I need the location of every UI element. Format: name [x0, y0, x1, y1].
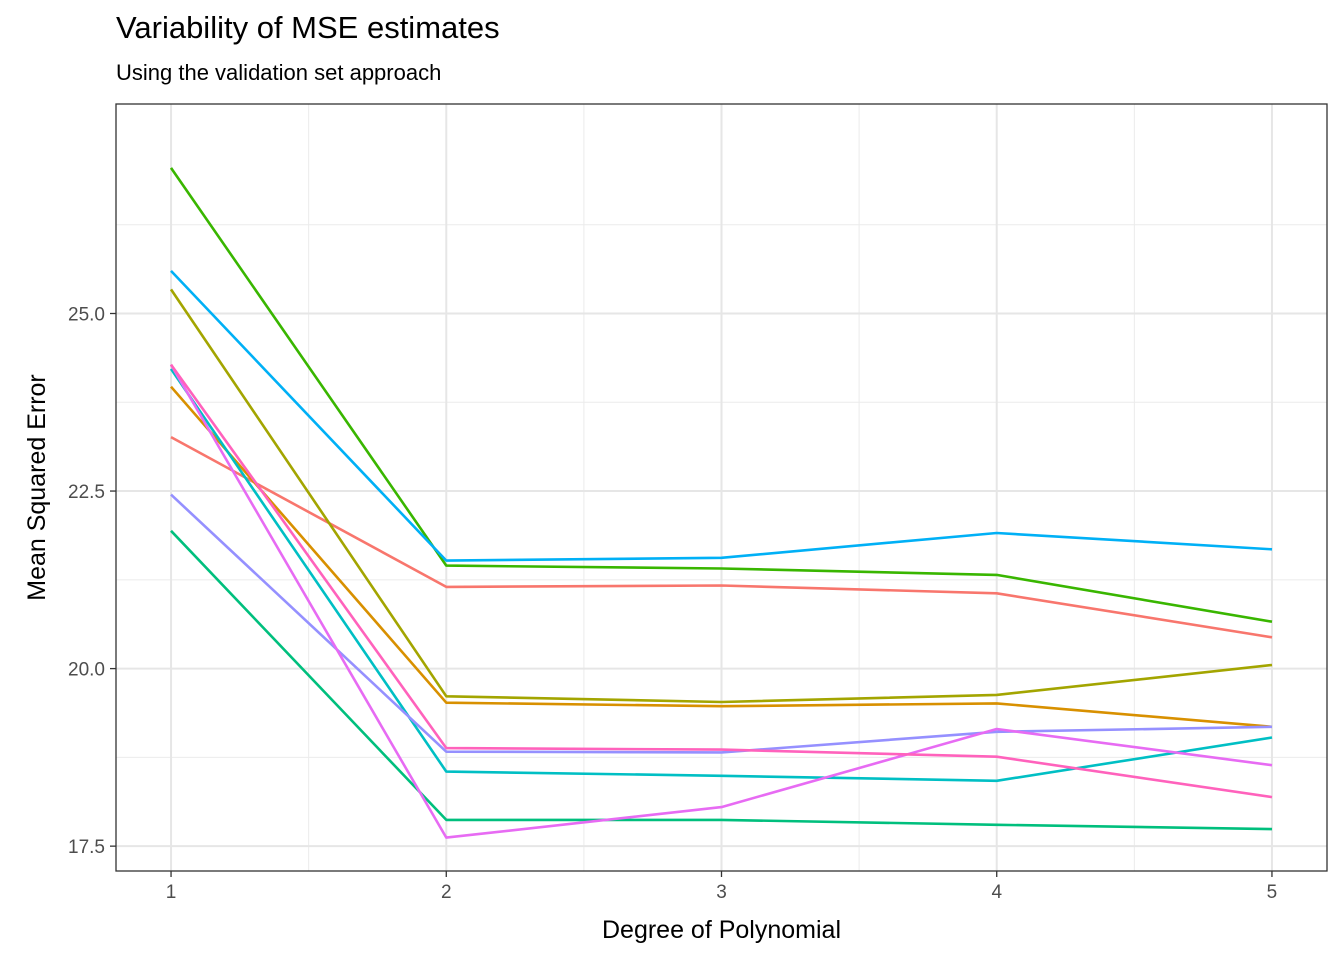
- series-line-6: [169, 368, 1273, 783]
- series-line-8: [170, 493, 1273, 754]
- series-line-7: [170, 270, 1273, 562]
- x-tick-label: 2: [441, 882, 452, 903]
- x-tick-label: 3: [716, 882, 727, 903]
- x-tick-label: 5: [1267, 882, 1278, 903]
- series-line-1: [170, 435, 1273, 639]
- x-axis-title: Degree of Polynomial: [602, 916, 841, 944]
- chart-title: Variability of MSE estimates: [116, 10, 500, 45]
- y-axis-title: Mean Squared Error: [23, 374, 51, 601]
- x-tick-label: 4: [991, 882, 1002, 903]
- series-line-9: [169, 363, 1273, 839]
- series-lines: [169, 167, 1273, 839]
- x-axis: 1 2 3 4 5: [166, 871, 1277, 903]
- series-line-5: [170, 529, 1273, 831]
- series-line-10: [169, 363, 1273, 799]
- chart-subtitle: Using the validation set approach: [116, 60, 442, 85]
- series-line-2: [170, 385, 1273, 729]
- x-tick-label: 1: [166, 882, 177, 903]
- series-line-4: [169, 167, 1273, 623]
- y-tick-label: 20.0: [68, 660, 105, 681]
- y-tick-label: 17.5: [68, 837, 105, 858]
- major-gridlines: [116, 104, 1327, 871]
- y-tick-label: 25.0: [68, 305, 105, 326]
- y-axis: 17.5 20.0 22.5 25.0: [68, 305, 116, 858]
- y-tick-label: 22.5: [68, 482, 105, 503]
- series-line-3: [169, 288, 1273, 704]
